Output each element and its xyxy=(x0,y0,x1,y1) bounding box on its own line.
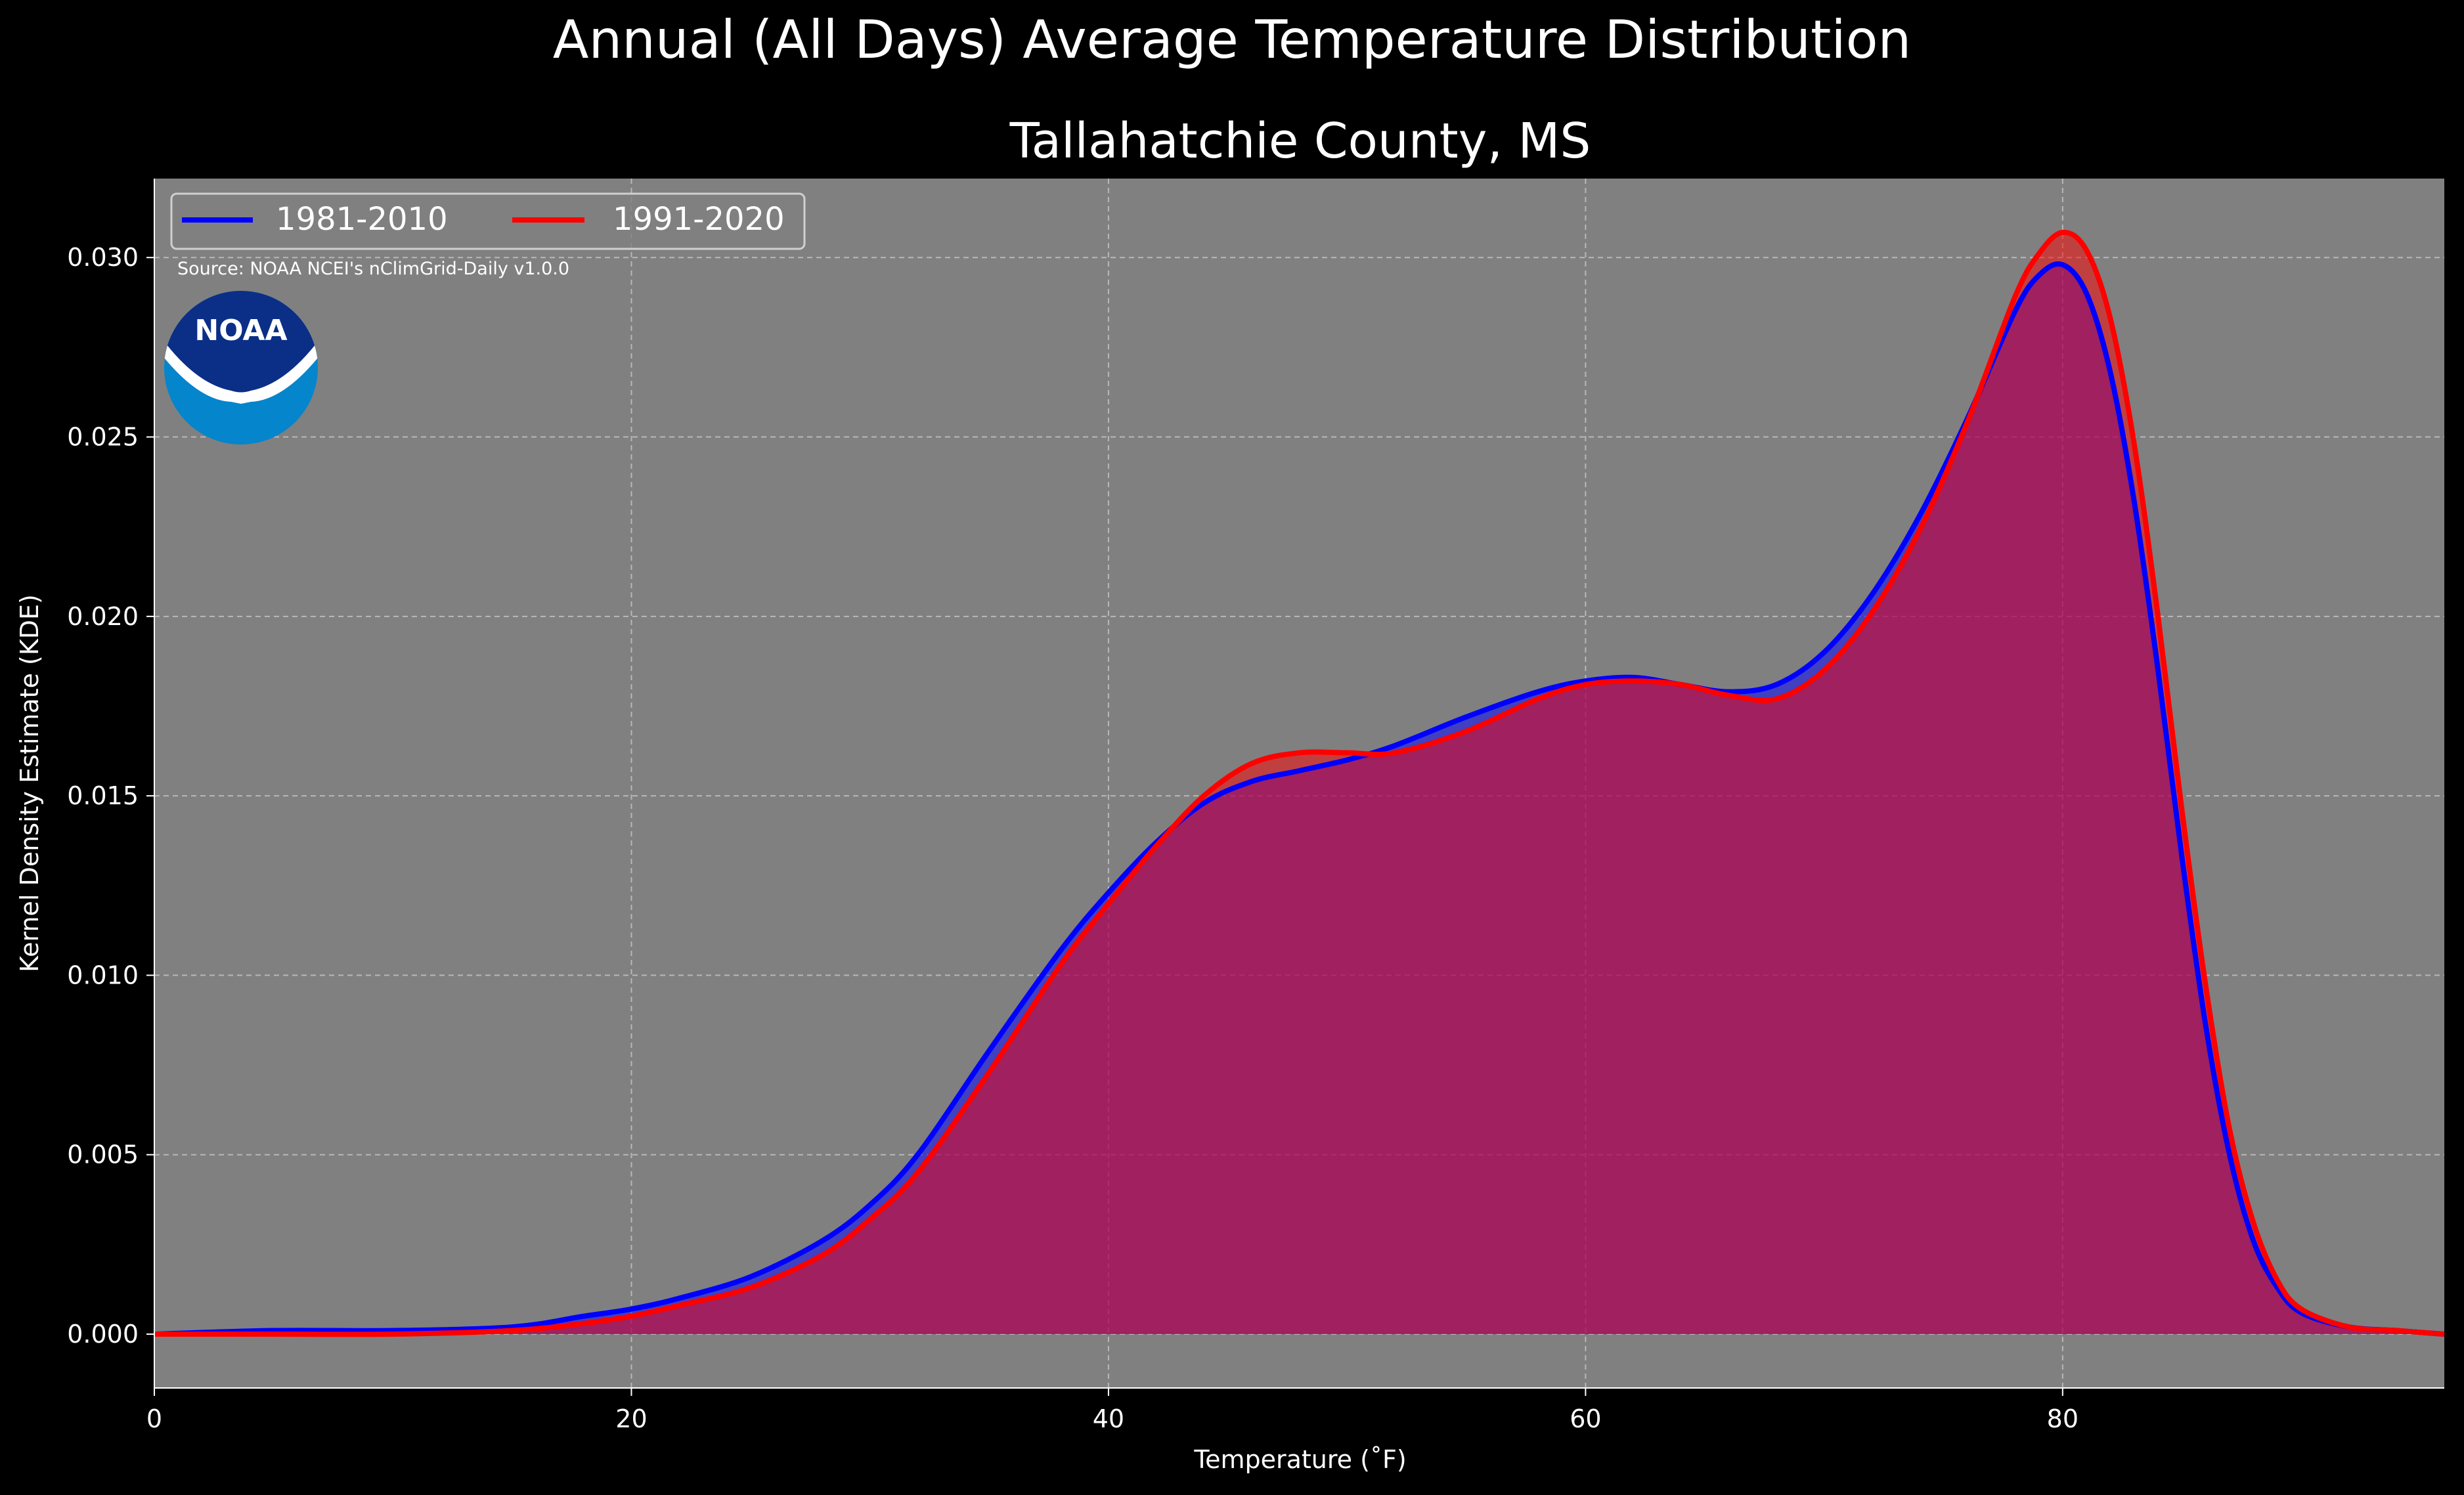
x-tick-label-20: 20 xyxy=(615,1404,647,1433)
legend-box xyxy=(170,192,806,250)
noaa-logo: NOAA xyxy=(164,291,318,444)
source-annotation: Source: NOAA NCEI's nClimGrid-Daily v1.0… xyxy=(177,259,569,279)
area-1991-2020 xyxy=(154,232,2444,1335)
series-line-1991-2020 xyxy=(154,229,2445,1337)
y-tick-label-0.015: 0.015 xyxy=(67,781,139,810)
chart-subtitle: Tallahatchie County, MS xyxy=(1009,113,1591,169)
noaa-logo-upper xyxy=(164,291,318,402)
y-tick-label-0.005: 0.005 xyxy=(67,1140,139,1169)
x-axis-label: Temperature (˚F) xyxy=(1193,1445,1406,1474)
chart-title: Annual (All Days) Average Temperature Di… xyxy=(553,9,1911,70)
y-tick-label-0.025: 0.025 xyxy=(67,423,139,452)
axes: 0 20 40 60 80 0.000 0.005 0.010 0.015 0.020 0.025 0… xyxy=(67,179,2444,1433)
y-tick-label-0.000: 0.000 xyxy=(67,1320,139,1349)
series-layer xyxy=(154,229,2445,1337)
legend-label-1981-2010: 1981-2010 xyxy=(276,201,448,238)
y-tick-label-0.020: 0.020 xyxy=(67,602,139,631)
noaa-logo-gull xyxy=(164,341,318,404)
y-tick-label-0.010: 0.010 xyxy=(67,961,139,989)
y-axis-label: Kernel Density Estimate (KDE) xyxy=(15,594,44,972)
x-tick-label-60: 60 xyxy=(1570,1404,1601,1433)
x-tick-label-80: 80 xyxy=(2047,1404,2079,1433)
x-tick-label-0: 0 xyxy=(146,1404,162,1433)
legend-label-1991-2020: 1991-2020 xyxy=(613,201,785,238)
noaa-logo-text: NOAA xyxy=(194,314,287,347)
legend: 1981-2010 1991-2020 xyxy=(170,192,806,250)
y-tick-label-0.030: 0.030 xyxy=(67,243,139,272)
x-tick-label-40: 40 xyxy=(1093,1404,1124,1433)
